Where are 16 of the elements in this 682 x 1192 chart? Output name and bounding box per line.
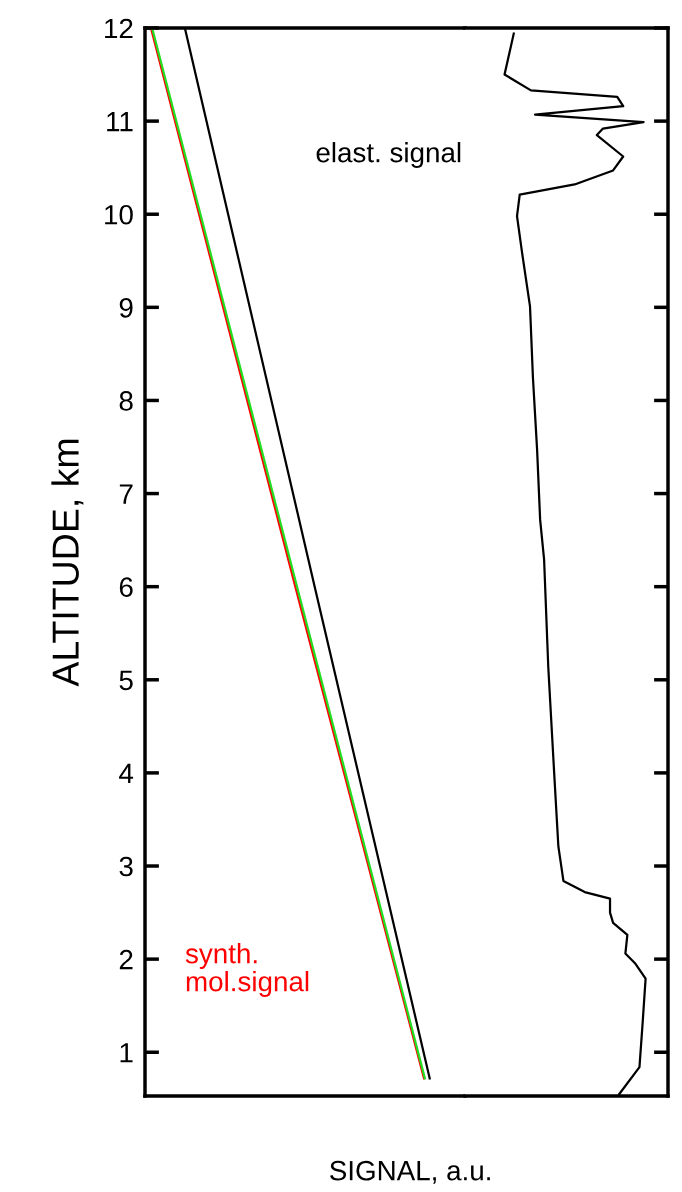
y-tick-label: 8: [119, 391, 133, 411]
y-tick-label: 1: [120, 1043, 133, 1063]
y-tick-label: 7: [119, 484, 133, 504]
x-axis-title: SIGNAL, a.u.: [330, 1160, 490, 1184]
y-tick-label: 10: [105, 204, 133, 225]
y-tick-label: 9: [119, 298, 133, 318]
y-tick-label: 2: [119, 949, 133, 970]
text: elast. signal: [316, 142, 461, 168]
y-tick-label: 12: [105, 18, 133, 39]
y-tick-label: 11: [107, 112, 133, 132]
text: synth. mol.signal: [185, 943, 309, 997]
y-tick-label: 3: [119, 856, 133, 877]
y-axis-title: ALTITUDE, km: [51, 439, 84, 687]
y-tick-label: 6: [119, 577, 133, 598]
y-tick-label: 5: [119, 670, 133, 691]
y-tick-label: 4: [119, 763, 134, 783]
